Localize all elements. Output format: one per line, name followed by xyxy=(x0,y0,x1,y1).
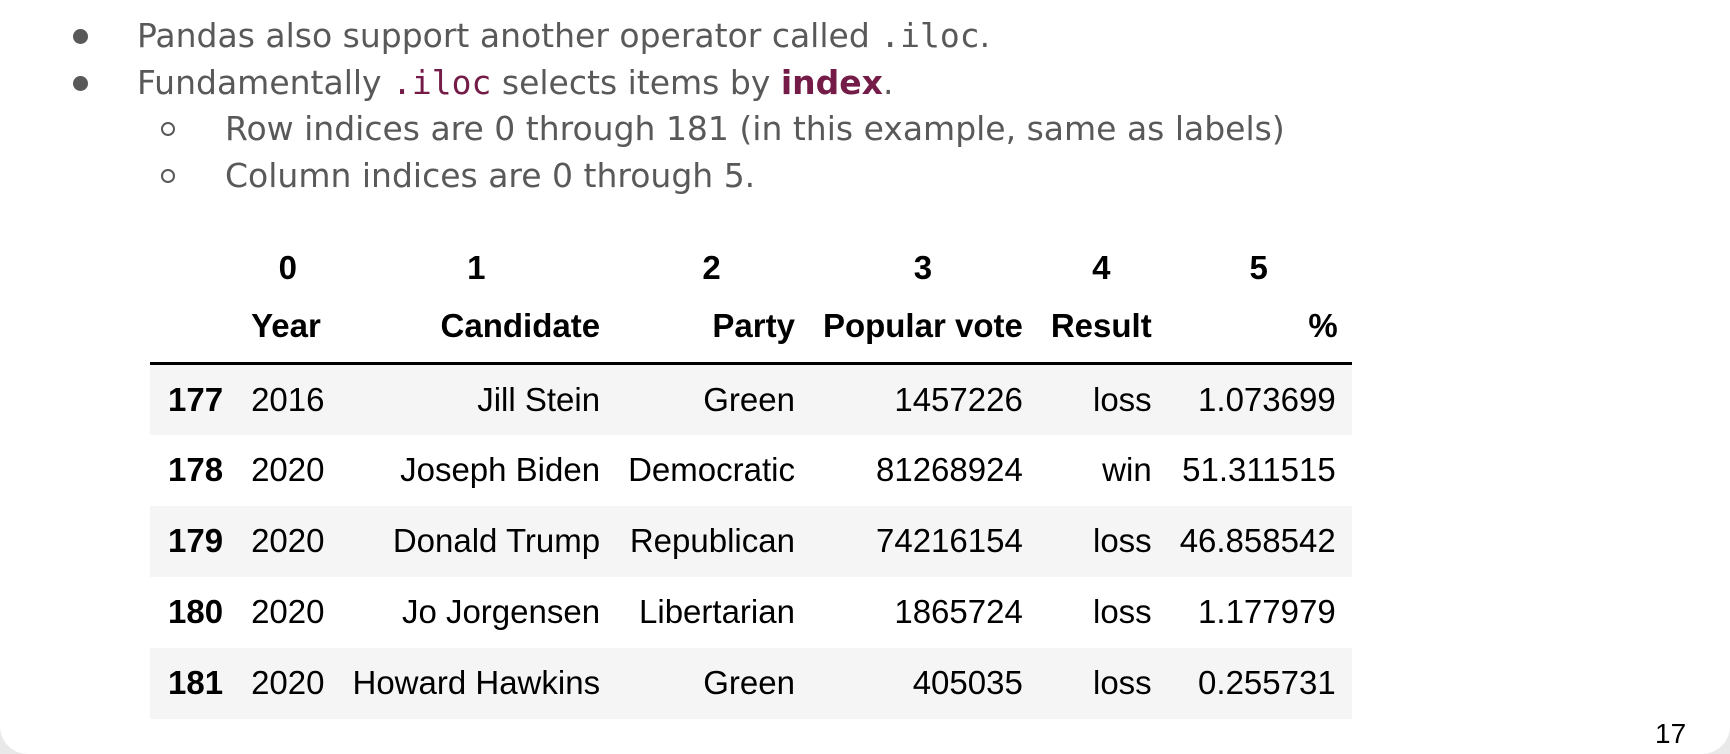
bullet-2-mid: selects items by xyxy=(491,63,781,102)
cell-candidate: Howard Hawkins xyxy=(352,664,601,701)
index-header-cell xyxy=(150,290,238,365)
cell-percent: 1.177979 xyxy=(1198,593,1336,630)
cell-year: 2020 xyxy=(251,593,325,630)
cell-percent: 46.858542 xyxy=(1179,522,1336,559)
column-header-year: Year xyxy=(237,290,339,365)
position-label: 1 xyxy=(467,249,486,286)
column-header-percent: % xyxy=(1165,290,1352,365)
cell-result: loss xyxy=(1093,380,1152,418)
bullet-2-text: Fundamentally xyxy=(137,63,393,102)
cell-party: Republican xyxy=(629,522,795,559)
cell-popular-vote: 1865724 xyxy=(894,593,1023,630)
position-label: 3 xyxy=(913,249,933,286)
cell-popular-vote: 74216154 xyxy=(876,522,1023,559)
cell-percent: 51.311515 xyxy=(1182,451,1336,488)
cell-year: 2020 xyxy=(251,451,325,488)
cell-percent: 1.073699 xyxy=(1198,380,1336,418)
sub-bullet-2: Column indices are 0 through 5. xyxy=(225,156,756,195)
cell-party: Libertarian xyxy=(639,593,795,630)
bullet-dot-icon xyxy=(73,76,88,91)
cell-party: Green xyxy=(703,380,795,418)
cell-result: win xyxy=(1102,451,1152,488)
row-index: 181 xyxy=(168,664,224,701)
bullet-1-code: .iloc xyxy=(880,16,980,55)
position-label: 5 xyxy=(1249,249,1268,286)
column-header-popular-vote: Popular vote xyxy=(808,290,1037,365)
position-header-row: 0 1 2 3 4 5 xyxy=(150,246,1352,290)
column-header-candidate: Candidate xyxy=(338,290,615,365)
position-label: 0 xyxy=(278,249,297,286)
column-header-row: Year Candidate Party Popular vote Result… xyxy=(150,290,1352,365)
cell-candidate: Joseph Biden xyxy=(400,451,601,488)
column-header-result: Result xyxy=(1036,290,1166,365)
cell-candidate: Jo Jorgensen xyxy=(401,593,601,630)
cell-result: loss xyxy=(1093,593,1152,630)
cell-popular-vote: 405035 xyxy=(912,664,1023,701)
bullet-dot-icon xyxy=(73,29,88,44)
bullet-1-end: . xyxy=(979,16,991,55)
cell-party: Democratic xyxy=(628,451,795,488)
table-row: 177 2016 Jill Stein Green 1457226 loss 1… xyxy=(150,363,1352,435)
cell-result: loss xyxy=(1093,522,1152,559)
sub-bullet-ring-icon xyxy=(161,169,175,183)
page-number: 17 xyxy=(1655,718,1687,749)
corner-cell xyxy=(150,246,237,290)
cell-result: loss xyxy=(1093,664,1152,701)
sub-bullet-1: Row indices are 0 through 181 (in this e… xyxy=(225,109,1285,148)
table-row: 180 2020 Jo Jorgensen Libertarian 186572… xyxy=(150,577,1352,648)
bullet-2-end: . xyxy=(882,63,894,102)
dataframe-table: 0 1 2 3 4 5 Year Candidate Party Popular… xyxy=(150,246,1352,719)
cell-year: 2016 xyxy=(251,380,325,418)
cell-popular-vote: 81268924 xyxy=(876,451,1023,488)
bullet-1-text: Pandas also support another operator cal… xyxy=(137,16,881,55)
column-header-party: Party xyxy=(614,290,809,365)
cell-percent: 0.255731 xyxy=(1198,664,1336,701)
table-row: 181 2020 Howard Hawkins Green 405035 los… xyxy=(150,647,1352,719)
cell-year: 2020 xyxy=(251,664,325,701)
cell-popular-vote: 1457226 xyxy=(894,380,1023,418)
cell-year: 2020 xyxy=(251,522,325,559)
cell-candidate: Donald Trump xyxy=(392,522,601,559)
table-row: 179 2020 Donald Trump Republican 7421615… xyxy=(150,505,1352,577)
bullet-1: Pandas also support another operator cal… xyxy=(137,19,990,52)
row-index: 178 xyxy=(168,451,224,488)
bullet-2-emphasis: index xyxy=(780,63,883,102)
bullet-2: Fundamentally .iloc selects items by ind… xyxy=(137,66,893,99)
position-label: 4 xyxy=(1092,249,1111,286)
row-index: 179 xyxy=(168,522,224,559)
row-index: 177 xyxy=(168,380,224,418)
position-label: 2 xyxy=(702,249,721,286)
cell-party: Green xyxy=(703,664,795,701)
table-row: 178 2020 Joseph Biden Democratic 8126892… xyxy=(150,435,1352,506)
cell-candidate: Jill Stein xyxy=(477,380,601,418)
bullet-2-code: .iloc xyxy=(392,63,492,102)
row-index: 180 xyxy=(168,593,224,630)
sub-bullet-ring-icon xyxy=(161,122,175,136)
